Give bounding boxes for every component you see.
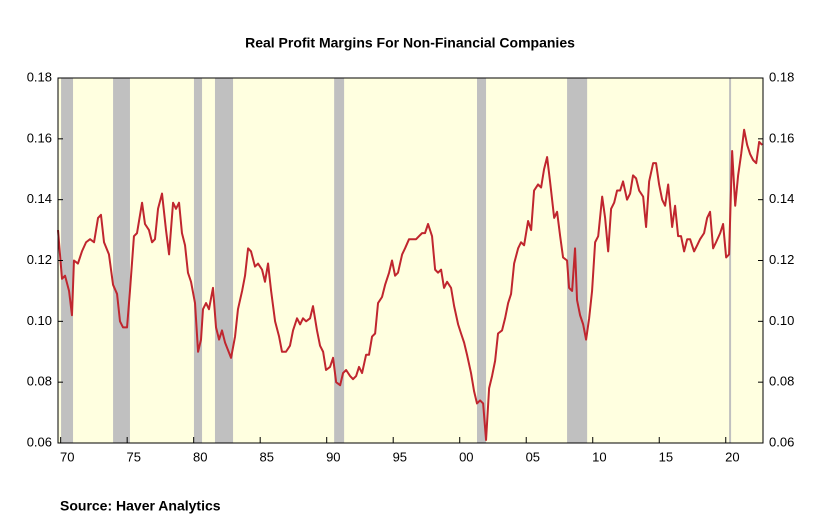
- data-line: [57, 128, 763, 441]
- x-tick-label: 80: [193, 449, 207, 464]
- y2-tick-label: 0.16: [769, 130, 794, 145]
- y2-tick-label: 0.12: [769, 252, 794, 267]
- x-tick-label: 70: [60, 449, 74, 464]
- y-tick-label: 0.18: [27, 69, 52, 84]
- recession-band: [113, 78, 130, 443]
- y2-tick-label: 0.08: [769, 374, 794, 389]
- plot-background: [58, 78, 763, 443]
- recession-band: [729, 78, 732, 443]
- x-tick-label: 75: [127, 449, 141, 464]
- x-tick-label: 00: [459, 449, 473, 464]
- x-tick-label: 95: [393, 449, 407, 464]
- x-tick-label: 20: [725, 449, 739, 464]
- y-tick-label: 0.14: [27, 191, 52, 206]
- x-tick-label: 85: [260, 449, 274, 464]
- y2-tick-label: 0.06: [769, 434, 794, 449]
- recession-band: [214, 78, 234, 443]
- y2-tick-label: 0.14: [769, 191, 794, 206]
- source: Source: Haver Analytics: [60, 498, 221, 514]
- y-tick-label: 0.08: [27, 374, 52, 389]
- y-tick-label: 0.10: [27, 313, 52, 328]
- recession-band: [193, 78, 203, 443]
- recession-band: [334, 78, 345, 443]
- x-tick-label: 10: [592, 449, 606, 464]
- x-tick-label: 05: [526, 449, 540, 464]
- y2-tick-label: 0.10: [769, 313, 794, 328]
- y-tick-label: 0.12: [27, 252, 52, 267]
- recession-band: [477, 78, 487, 443]
- recession-band: [567, 78, 588, 443]
- x-tick-label: 15: [659, 449, 673, 464]
- y-tick-label: 0.06: [27, 434, 52, 449]
- y-tick-label: 0.16: [27, 130, 52, 145]
- x-tick-label: 90: [326, 449, 340, 464]
- recession-band: [61, 78, 74, 443]
- chart-title: Real Profit Margins For Non-Financial Co…: [245, 35, 575, 51]
- y2-tick-label: 0.18: [769, 69, 794, 84]
